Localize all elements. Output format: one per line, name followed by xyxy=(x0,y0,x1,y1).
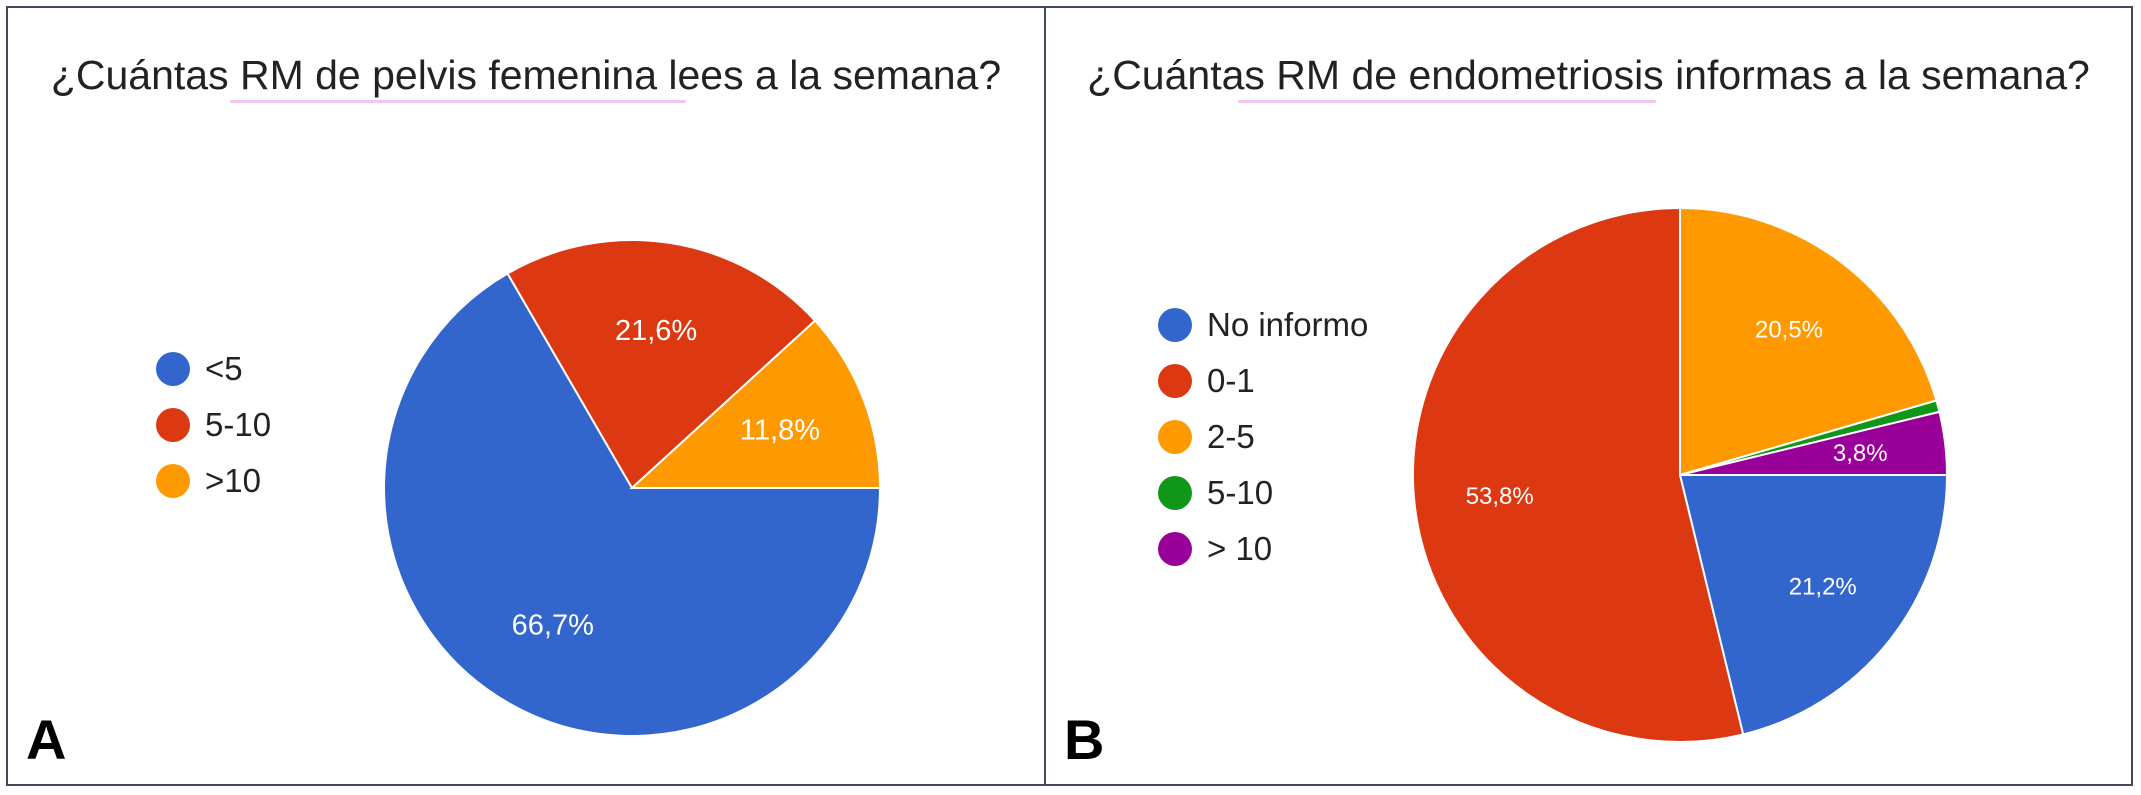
legend-label: 5-10 xyxy=(205,406,272,443)
legend-swatch xyxy=(1158,308,1192,342)
legend-swatch xyxy=(1158,420,1192,454)
panel-letter-a: A xyxy=(26,708,67,771)
pie-label-a-5-10: 21,6% xyxy=(615,315,697,347)
legend-item-b-0-1: 0-1 xyxy=(1158,353,1368,409)
legend-item-b-gt-10: > 10 xyxy=(1158,521,1368,577)
legend-swatch xyxy=(156,408,190,442)
legend-a: <5 5-10 >10 xyxy=(156,341,271,509)
legend-label: <5 xyxy=(205,350,243,387)
pie-label-b-gt-10: 3,8% xyxy=(1833,440,1888,467)
pie-label-b-no-informo: 21,2% xyxy=(1789,574,1857,601)
legend-label: 2-5 xyxy=(1207,418,1255,455)
pie-chart-b: 21,2% 53,8% 20,5% 3,8% xyxy=(1412,206,1949,743)
chart-panel-a: ¿Cuántas RM de pelvis femenina lees a la… xyxy=(8,8,1044,784)
pie-slice-b-2-5 xyxy=(1679,206,1938,477)
chart-panel-b: ¿Cuántas RM de endometriosis informas a … xyxy=(1046,8,2131,784)
legend-item-a-5-10: 5-10 xyxy=(156,397,271,453)
pie-slice-b-gt-10 xyxy=(1679,410,1949,476)
legend-swatch xyxy=(156,464,190,498)
panel-letter-b: B xyxy=(1064,708,1105,771)
title-underline-b xyxy=(1238,100,1656,103)
legend-swatch xyxy=(156,352,190,386)
legend-item-a-lt-5: <5 xyxy=(156,341,271,397)
pie-chart-a: 66,7% 21,6% 11,8% xyxy=(383,239,882,738)
legend-label: > 10 xyxy=(1207,530,1273,567)
pie-slice-a-5-10 xyxy=(506,239,817,490)
pie-label-a-lt-5: 66,7% xyxy=(512,610,594,642)
legend-item-b-2-5: 2-5 xyxy=(1158,409,1368,465)
legend-swatch xyxy=(1158,532,1192,566)
legend-item-b-5-10: 5-10 xyxy=(1158,465,1368,521)
pie-slice-b-0-1 xyxy=(1412,206,1745,743)
pie-label-b-2-5: 20,5% xyxy=(1755,316,1823,343)
legend-swatch xyxy=(1158,476,1192,510)
chart-title-a: ¿Cuántas RM de pelvis femenina lees a la… xyxy=(50,52,1002,98)
panel-divider xyxy=(1044,6,1046,786)
pie-slice-a-gt-10 xyxy=(629,319,882,489)
pie-slice-a-lt-5 xyxy=(383,272,882,738)
legend-label: >10 xyxy=(205,462,261,499)
legend-label: No informo xyxy=(1207,306,1369,343)
legend-label: 5-10 xyxy=(1207,474,1274,511)
legend-swatch xyxy=(1158,364,1192,398)
chart-title-b: ¿Cuántas RM de endometriosis informas a … xyxy=(1087,52,2090,98)
legend-item-a-gt-10: >10 xyxy=(156,453,271,509)
pie-label-a-gt-10: 11,8% xyxy=(740,415,820,447)
legend-b: No informo 0-1 2-5 5-10 > 10 xyxy=(1158,297,1368,577)
pie-slice-b-no-informo xyxy=(1678,474,1949,736)
pie-label-b-0-1: 53,8% xyxy=(1466,483,1534,510)
legend-item-b-no-informo: No informo xyxy=(1158,297,1368,353)
legend-label: 0-1 xyxy=(1207,362,1255,399)
title-underline-a xyxy=(230,100,686,103)
